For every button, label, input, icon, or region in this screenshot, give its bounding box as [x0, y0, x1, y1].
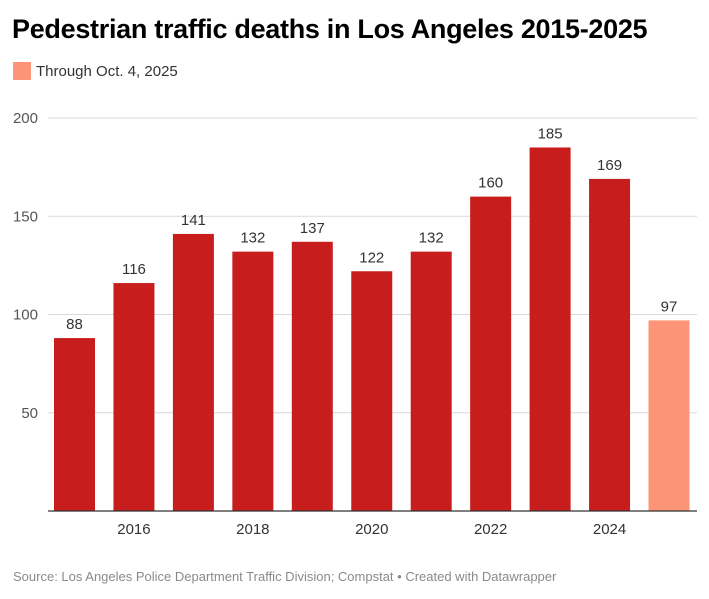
bar-2018: [232, 251, 274, 511]
x-tick-label: 2018: [236, 521, 269, 538]
x-tick-label: 2022: [474, 521, 507, 538]
data-label: 97: [661, 298, 678, 315]
bar-2024: [589, 178, 631, 512]
bar-2021: [410, 251, 452, 511]
bar-2019: [291, 241, 333, 512]
data-label: 88: [66, 316, 83, 333]
bar-2017: [172, 233, 214, 511]
bar-chart: 50 100 150 200 88 116 2016 141 132 2018 137 122 2020…: [13, 110, 697, 538]
source-note: Source: Los Angeles Police Department Tr…: [13, 569, 557, 584]
bar-2016: [113, 283, 155, 511]
legend: Through Oct. 4, 2025: [13, 62, 178, 80]
x-tick-label: 2024: [593, 521, 626, 538]
data-label: 141: [181, 212, 206, 229]
legend-label: Through Oct. 4, 2025: [36, 62, 178, 80]
x-tick-label: 2020: [355, 521, 388, 538]
bar-2025: [648, 320, 690, 511]
data-label: 169: [597, 157, 622, 174]
data-label: 132: [240, 230, 265, 247]
data-label: 132: [419, 230, 444, 247]
y-tick-label: 200: [13, 110, 38, 127]
bar-2023: [529, 147, 571, 511]
bar-2020: [351, 271, 393, 511]
y-tick-label: 150: [13, 208, 38, 225]
bar-2022: [470, 196, 512, 511]
data-label: 122: [359, 249, 384, 266]
data-label: 137: [300, 220, 325, 237]
bar-2015: [54, 338, 95, 511]
y-tick-label: 50: [21, 405, 38, 422]
data-label: 185: [538, 125, 563, 142]
chart-title: Pedestrian traffic deaths in Los Angeles…: [12, 14, 648, 44]
x-tick-label: 2016: [117, 521, 150, 538]
y-tick-label: 100: [13, 307, 38, 324]
data-label: 160: [478, 175, 503, 192]
data-label: 116: [122, 261, 146, 278]
legend-swatch: [13, 62, 31, 80]
